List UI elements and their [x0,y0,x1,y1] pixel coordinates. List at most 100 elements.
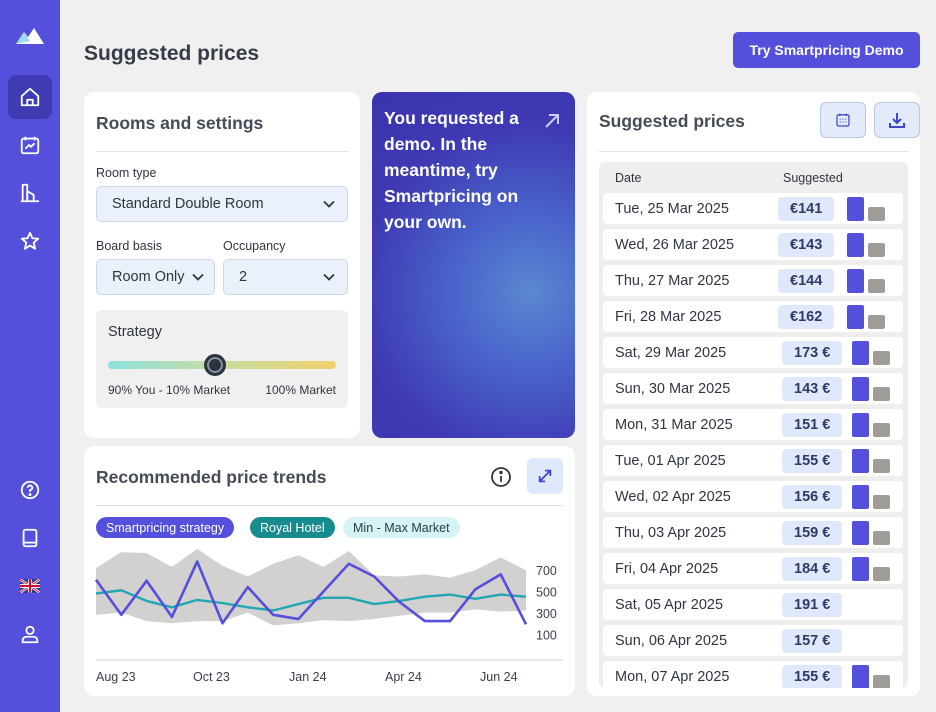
row-date: Thu, 27 Mar 2025 [615,273,730,289]
table-row[interactable]: Sat, 05 Apr 2025 191 € [603,589,903,620]
suggested-price-badge[interactable]: €144 [778,269,835,293]
suggested-price-badge[interactable]: 159 € [782,521,843,545]
series-line-smartpricing [94,560,528,625]
user-icon [21,625,39,644]
strategy-right-label: 100% Market [265,383,336,397]
suggested-price-badge[interactable]: 157 € [782,629,843,653]
book-icon [22,528,38,548]
nav-help[interactable] [8,468,52,512]
demo-promo-card[interactable]: You requested a demo. In the meantime, t… [372,92,575,438]
smartpricing-logo[interactable] [14,26,46,46]
market-price-bar [868,243,885,257]
board-basis-label: Board basis [96,239,163,253]
market-price-bar [873,675,890,688]
row-date: Wed, 02 Apr 2025 [615,489,731,505]
table-row[interactable]: Mon, 31 Mar 2025 151 € [603,409,903,440]
legend-chip-royal-hotel[interactable]: Royal Hotel [250,517,335,538]
suggested-price-badge[interactable]: 184 € [782,557,843,581]
row-date: Mon, 31 Mar 2025 [615,417,733,433]
nav-analytics[interactable] [8,123,52,167]
suggested-prices-table: Date Suggested Tue, 25 Mar 2025 €141 Wed, … [599,162,908,688]
legend-chip-smartpricing[interactable]: Smartpricing strategy [96,517,235,538]
room-type-select[interactable]: Standard Double Room [96,186,348,222]
column-header-suggested: Suggested [783,171,843,185]
nav-docs[interactable] [8,516,52,560]
strategy-title: Strategy [108,324,162,340]
expand-button[interactable] [527,458,563,494]
suggested-price-badge[interactable]: 151 € [782,413,843,437]
table-row[interactable]: Fri, 04 Apr 2025 184 € [603,553,903,584]
market-price-bar [868,315,885,329]
nav-favorites[interactable] [8,219,52,263]
row-date: Fri, 04 Apr 2025 [615,561,719,577]
suggested-price-badge[interactable]: 173 € [782,341,843,365]
suggested-price-badge[interactable]: 155 € [782,449,843,473]
table-row[interactable]: Mon, 07 Apr 2025 155 € [603,661,903,688]
occupancy-value: 2 [239,269,248,285]
market-price-bar [873,351,890,365]
suggested-price-bar [852,665,869,688]
row-date: Tue, 25 Mar 2025 [615,201,729,217]
occupancy-select[interactable]: 2 [223,259,348,295]
try-demo-button[interactable]: Try Smartpricing Demo [733,32,920,68]
nav-home[interactable] [8,75,52,119]
sidebar [0,0,60,712]
price-trend-chart: 700 500 300 100 Aug 23 Oct 23 Jan 24 Apr 24 Jun … [94,548,563,684]
help-icon [20,480,40,500]
strategy-slider-handle[interactable] [204,354,227,376]
market-price-bar [873,459,890,473]
board-basis-select[interactable]: Room Only [96,259,215,295]
series-line-royal-hotel [95,589,527,612]
row-date: Sat, 05 Apr 2025 [615,597,724,613]
nav-profile[interactable] [8,612,52,656]
download-button[interactable] [874,102,920,138]
y-tick-label: 300 [536,607,557,621]
table-row[interactable]: Wed, 26 Mar 2025 €143 [603,229,903,260]
suggested-price-badge[interactable]: 156 € [782,485,843,509]
suggested-price-bar [852,485,869,509]
suggested-price-bar [847,269,864,293]
legend-chip-min-max-market[interactable]: Min - Max Market [343,517,460,538]
table-row[interactable]: Tue, 25 Mar 2025 €141 [603,193,903,224]
price-trends-card: Recommended price trends Smartpricing st… [84,446,575,696]
market-price-bar [873,567,890,581]
suggested-price-bar [852,341,869,365]
suggested-price-badge[interactable]: €143 [778,233,835,257]
table-row[interactable]: Thu, 03 Apr 2025 159 € [603,517,903,548]
market-range-band [96,548,526,626]
nav-property[interactable] [8,171,52,215]
table-row[interactable]: Wed, 02 Apr 2025 156 € [603,481,903,512]
column-header-date: Date [615,171,642,185]
suggested-price-bar [847,197,864,221]
table-row[interactable]: Sun, 06 Apr 2025 157 € [603,625,903,656]
x-tick-label: Apr 24 [385,670,422,684]
nav-language[interactable] [8,564,52,608]
row-date: Fri, 28 Mar 2025 [615,309,722,325]
expand-icon [538,469,552,483]
rooms-settings-title: Rooms and settings [96,113,264,133]
table-row[interactable]: Sat, 29 Mar 2025 173 € [603,337,903,368]
divider [96,151,348,152]
table-row[interactable]: Fri, 28 Mar 2025 €162 [603,301,903,332]
row-date: Sat, 29 Mar 2025 [615,345,727,361]
suggested-price-badge[interactable]: €141 [778,197,835,221]
table-row[interactable]: Tue, 01 Apr 2025 155 € [603,445,903,476]
row-date: Sun, 06 Apr 2025 [615,633,728,649]
table-row[interactable]: Sun, 30 Mar 2025 143 € [603,373,903,404]
divider [599,151,908,152]
suggested-price-badge[interactable]: 191 € [782,593,843,617]
info-icon[interactable] [490,466,512,488]
row-date: Thu, 03 Apr 2025 [615,525,727,541]
room-type-value: Standard Double Room [112,196,264,212]
row-date: Tue, 01 Apr 2025 [615,453,726,469]
suggested-price-badge[interactable]: €162 [778,305,835,329]
suggested-price-bar [847,233,864,257]
star-icon [20,231,40,250]
calendar-button[interactable] [820,102,866,138]
row-date: Mon, 07 Apr 2025 [615,669,730,685]
room-type-label: Room type [96,166,157,180]
suggested-price-badge[interactable]: 155 € [782,665,843,688]
row-date: Wed, 26 Mar 2025 [615,237,735,253]
table-row[interactable]: Thu, 27 Mar 2025 €144 [603,265,903,296]
suggested-price-badge[interactable]: 143 € [782,377,843,401]
